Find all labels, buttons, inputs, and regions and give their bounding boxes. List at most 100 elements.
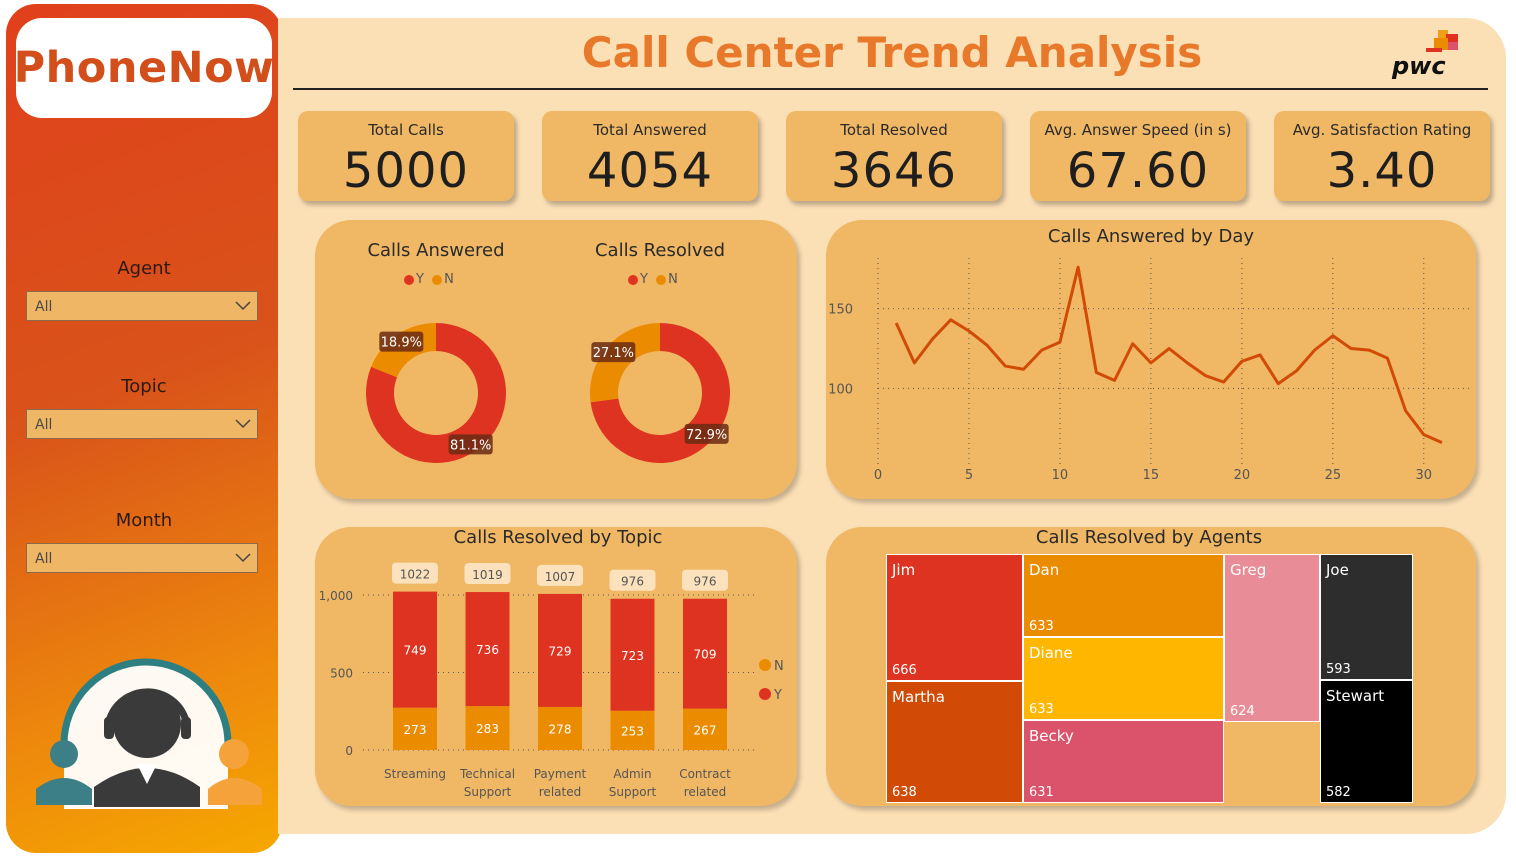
- treemap-cell-name: Jim: [892, 561, 916, 579]
- total-label-bg: [537, 564, 583, 586]
- kpi-card-total-calls: Total Calls 5000: [298, 111, 514, 201]
- data-label-n: 278: [549, 722, 572, 736]
- calls-answered-by-day-chart: 100 150 0 5 10 15 20 25 30: [828, 258, 1472, 483]
- data-label-n: 253: [621, 724, 644, 738]
- kpi-value: 4054: [586, 143, 714, 199]
- agent-filter-dropdown[interactable]: All: [26, 291, 258, 321]
- kpi-label: Avg. Satisfaction Rating: [1292, 121, 1472, 139]
- kpi-value: 3.40: [1326, 143, 1438, 199]
- legend-dot-n: [759, 659, 771, 671]
- x-tick-label: 25: [1325, 468, 1342, 483]
- legend-label-n: N: [668, 272, 678, 287]
- total-label-bg: [464, 563, 511, 585]
- data-label-y: 736: [476, 643, 499, 657]
- treemap-cell-name: Becky: [1029, 727, 1074, 746]
- x-tick-label: 30: [1416, 468, 1433, 483]
- treemap-title: Calls Resolved by Agents: [1035, 527, 1263, 548]
- calls-answered-title: Calls Answered: [367, 240, 505, 261]
- treemap-cell[interactable]: Martha 638: [886, 681, 1023, 803]
- treemap-cell[interactable]: Becky 631: [1023, 720, 1224, 803]
- treemap-cell[interactable]: Stewart 582: [1320, 679, 1413, 803]
- data-label-n: 273: [404, 723, 427, 737]
- legend-label-y: Y: [640, 272, 648, 287]
- total-label: 1019: [472, 568, 503, 582]
- brand-name: PhoneNow: [13, 43, 275, 93]
- bar-segment-y: [683, 598, 727, 709]
- month-filter-value: All: [35, 551, 53, 567]
- legend-label-n: N: [774, 659, 784, 674]
- topic-filter-dropdown[interactable]: All: [26, 409, 258, 439]
- y-tick-label: 1,000: [319, 589, 353, 603]
- y-tick-label: 150: [828, 303, 853, 318]
- bar-segment-n: [393, 707, 437, 750]
- treemap-cell-name: Joe: [1326, 561, 1349, 579]
- kpi-card-avg-answer-speed: Avg. Answer Speed (in s) 67.60: [1030, 111, 1246, 201]
- x-tick-label: 5: [965, 468, 973, 483]
- data-label: 72.9%: [686, 428, 727, 443]
- brand-logo: PhoneNow: [13, 18, 275, 118]
- data-label-bg: [379, 331, 424, 352]
- treemap-panel: Calls Resolved by Agents Jim 666 Martha 638…: [826, 527, 1476, 806]
- kpi-label: Avg. Answer Speed (in s): [1044, 121, 1232, 139]
- kpi-card-avg-satisfaction: Avg. Satisfaction Rating 3.40: [1274, 111, 1490, 201]
- total-label: 1007: [545, 570, 576, 584]
- bar-segment-y: [538, 593, 582, 707]
- treemap-cell-value: 624: [1230, 704, 1255, 719]
- treemap-cell-name: Greg: [1230, 561, 1267, 579]
- treemap-cell[interactable]: Greg 624: [1224, 554, 1320, 722]
- x-tick-label: 15: [1143, 468, 1160, 483]
- x-category-label: Contract: [679, 767, 731, 781]
- topic-filter-value: All: [35, 417, 53, 433]
- total-label: 1022: [400, 568, 431, 582]
- line-chart-panel: Calls Answered by Day 100 150 0 5 10 15 20 25 30: [826, 220, 1476, 499]
- data-label-bg: [448, 434, 493, 455]
- legend-label-y: Y: [773, 688, 782, 703]
- bar-segment-n: [683, 708, 727, 750]
- pwc-logo: pwc: [1391, 30, 1458, 80]
- treemap-cell[interactable]: Jim 666: [886, 554, 1023, 682]
- chevron-down-icon: [235, 419, 251, 429]
- x-category-label: Admin: [613, 767, 651, 781]
- donut-slice-y: [366, 323, 506, 463]
- treemap-cell[interactable]: Dan 633: [1023, 554, 1224, 638]
- x-category-label: related: [539, 785, 581, 799]
- call-center-agents-illustration: [36, 658, 262, 809]
- bar-chart-panel: Calls Resolved by Topic 0 500 1,000 273 749 1…: [315, 527, 797, 806]
- kpi-label: Total Resolved: [840, 121, 948, 139]
- treemap-cell[interactable]: Diane 633: [1023, 637, 1224, 721]
- x-category-label: Support: [609, 785, 657, 799]
- kpi-card-total-resolved: Total Resolved 3646: [786, 111, 1002, 201]
- data-label: 18.9%: [381, 336, 422, 351]
- legend-label-y: Y: [416, 272, 424, 287]
- kpi-card-total-answered: Total Answered 4054: [542, 111, 758, 201]
- bar-segment-n: [538, 706, 582, 750]
- agent-filter-value: All: [35, 299, 53, 315]
- total-label-bg: [392, 562, 438, 584]
- data-label-bg: [591, 342, 636, 363]
- donut-slice-n: [590, 323, 660, 403]
- series-line: [894, 265, 1443, 445]
- kpi-value: 67.60: [1066, 143, 1210, 199]
- y-tick-label: 500: [330, 667, 353, 681]
- kpi-label: Total Answered: [593, 121, 707, 139]
- total-label: 976: [694, 575, 717, 589]
- treemap-cell-value: 593: [1326, 661, 1351, 677]
- calls-resolved-by-topic-chart: 0 500 1,000 273 749 1022 Streaming 283 736 1019 Te…: [319, 562, 784, 799]
- treemap-cell-value: 633: [1029, 619, 1054, 635]
- total-label-bg: [682, 569, 728, 591]
- bar-chart-title: Calls Resolved by Topic: [453, 527, 663, 548]
- treemap-cell[interactable]: Joe 593: [1320, 554, 1413, 680]
- x-tick-label: 0: [874, 468, 882, 483]
- data-label-y: 723: [621, 649, 644, 663]
- month-filter-dropdown[interactable]: All: [26, 543, 258, 573]
- bar-segment-y: [393, 591, 437, 708]
- data-label-n: 267: [694, 723, 717, 737]
- legend-dot-n: [656, 274, 667, 285]
- x-category-label: Payment: [534, 767, 587, 781]
- calls-answered-legend: Y N: [404, 272, 454, 287]
- data-label: 81.1%: [450, 438, 491, 453]
- bar-segment-y: [610, 598, 655, 711]
- topic-filter-label: Topic: [121, 376, 167, 397]
- agent-filter-label: Agent: [117, 258, 171, 279]
- pwc-logo-text: pwc: [1391, 52, 1446, 80]
